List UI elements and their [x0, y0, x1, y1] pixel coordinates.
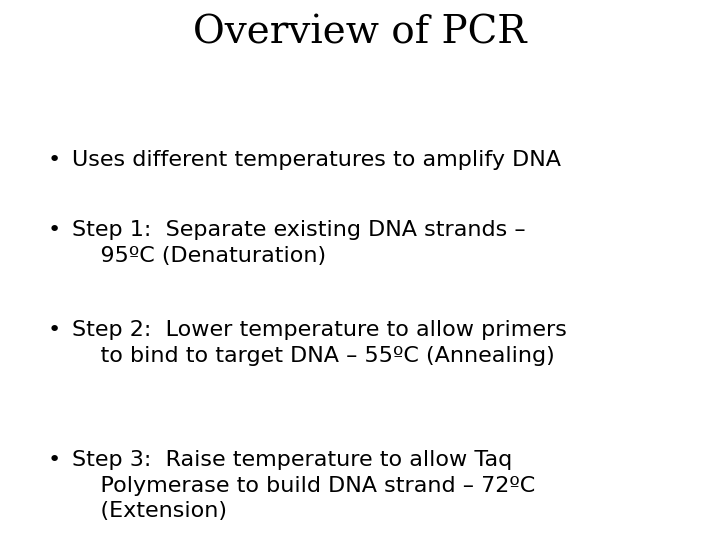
- Text: •: •: [48, 320, 61, 340]
- Text: •: •: [48, 220, 61, 240]
- Text: Overview of PCR: Overview of PCR: [193, 15, 527, 52]
- Text: •: •: [48, 150, 61, 170]
- Text: •: •: [48, 450, 61, 470]
- Text: Step 1:  Separate existing DNA strands –
    95ºC (Denaturation): Step 1: Separate existing DNA strands – …: [72, 220, 526, 266]
- Text: Step 3:  Raise temperature to allow Taq
    Polymerase to build DNA strand – 72º: Step 3: Raise temperature to allow Taq P…: [72, 450, 535, 521]
- Text: Step 2:  Lower temperature to allow primers
    to bind to target DNA – 55ºC (An: Step 2: Lower temperature to allow prime…: [72, 320, 567, 366]
- Text: Uses different temperatures to amplify DNA: Uses different temperatures to amplify D…: [72, 150, 561, 170]
